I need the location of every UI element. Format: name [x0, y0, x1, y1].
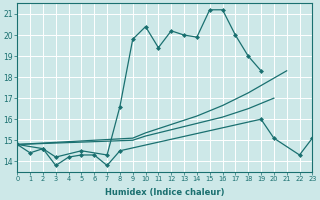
X-axis label: Humidex (Indice chaleur): Humidex (Indice chaleur): [105, 188, 225, 197]
